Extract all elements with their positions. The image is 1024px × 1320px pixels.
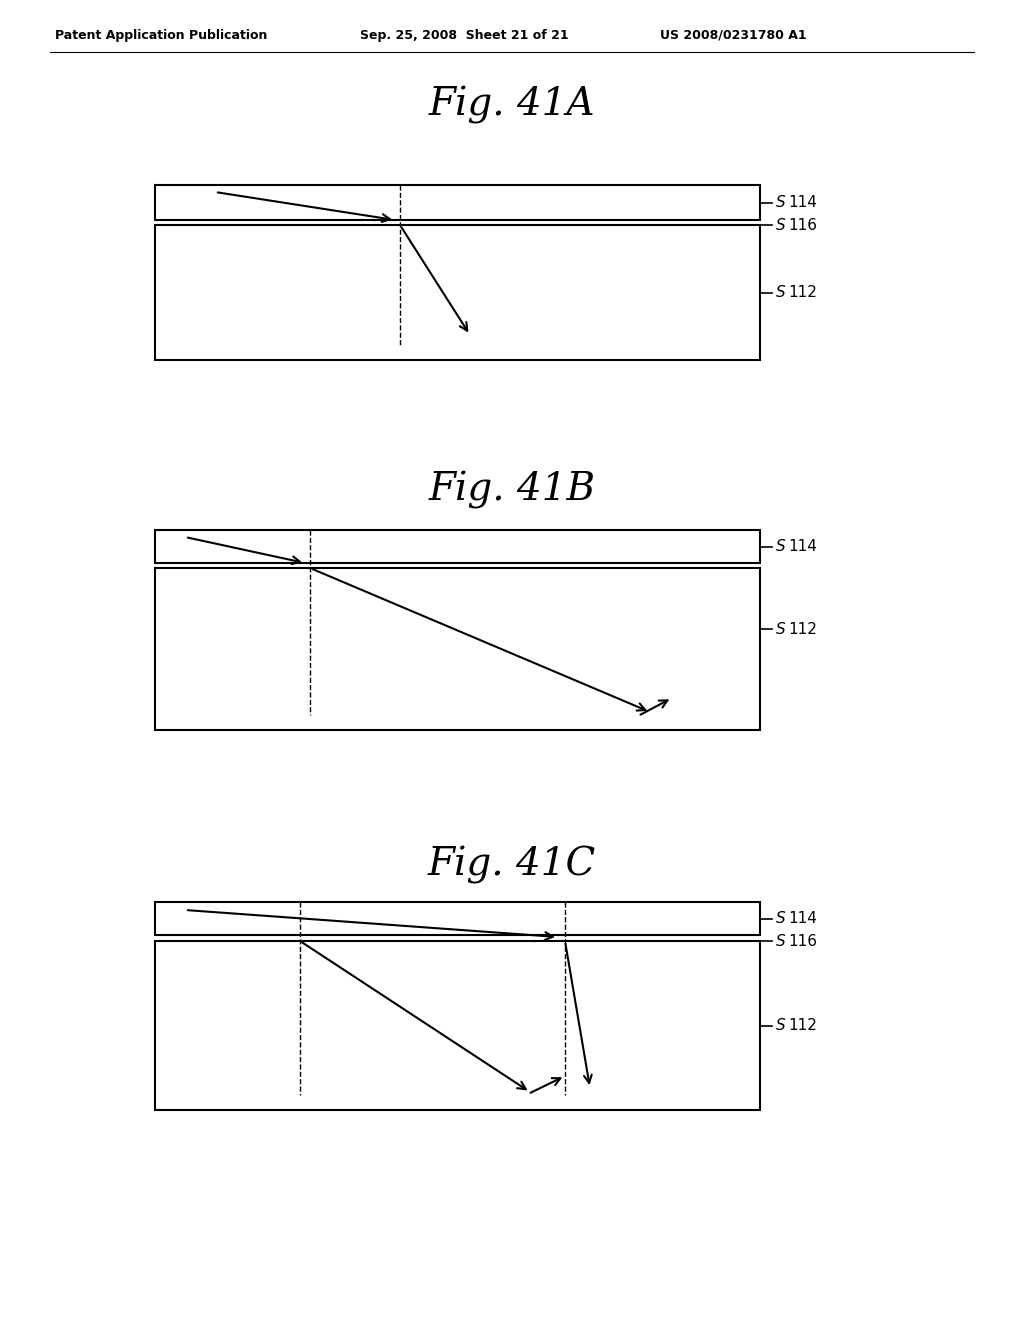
Bar bbox=[155, 185, 760, 220]
Text: Fig. 41B: Fig. 41B bbox=[428, 471, 596, 510]
Text: 114: 114 bbox=[788, 911, 817, 927]
Text: Patent Application Publication: Patent Application Publication bbox=[55, 29, 267, 41]
Text: S: S bbox=[776, 218, 785, 232]
Text: 114: 114 bbox=[788, 195, 817, 210]
Bar bbox=[155, 224, 760, 360]
Text: 116: 116 bbox=[788, 218, 817, 232]
Bar bbox=[155, 902, 760, 935]
Text: 114: 114 bbox=[788, 539, 817, 554]
Text: S: S bbox=[776, 539, 785, 554]
Text: 112: 112 bbox=[788, 1018, 817, 1034]
Text: Fig. 41C: Fig. 41C bbox=[428, 846, 596, 884]
Text: S: S bbox=[776, 933, 785, 949]
Text: Sep. 25, 2008  Sheet 21 of 21: Sep. 25, 2008 Sheet 21 of 21 bbox=[360, 29, 568, 41]
Text: Fig. 41A: Fig. 41A bbox=[429, 86, 595, 124]
Bar bbox=[155, 568, 760, 730]
Bar bbox=[155, 531, 760, 564]
Text: 112: 112 bbox=[788, 285, 817, 300]
Text: 116: 116 bbox=[788, 933, 817, 949]
Text: S: S bbox=[776, 195, 785, 210]
Text: US 2008/0231780 A1: US 2008/0231780 A1 bbox=[660, 29, 807, 41]
Text: 112: 112 bbox=[788, 622, 817, 636]
Bar bbox=[155, 941, 760, 1110]
Text: S: S bbox=[776, 1018, 785, 1034]
Text: S: S bbox=[776, 285, 785, 300]
Text: S: S bbox=[776, 622, 785, 636]
Text: S: S bbox=[776, 911, 785, 927]
